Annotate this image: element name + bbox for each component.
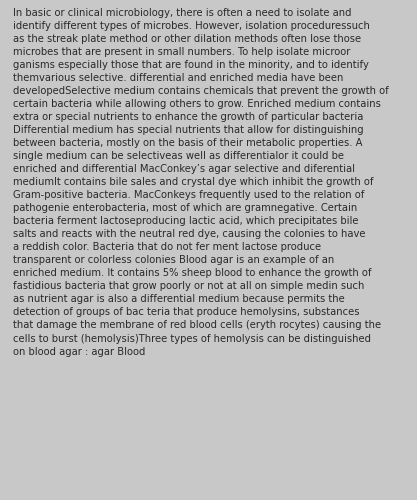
Text: In basic or clinical microbiology, there is often a need to isolate and
identify: In basic or clinical microbiology, there… [13,8,388,356]
